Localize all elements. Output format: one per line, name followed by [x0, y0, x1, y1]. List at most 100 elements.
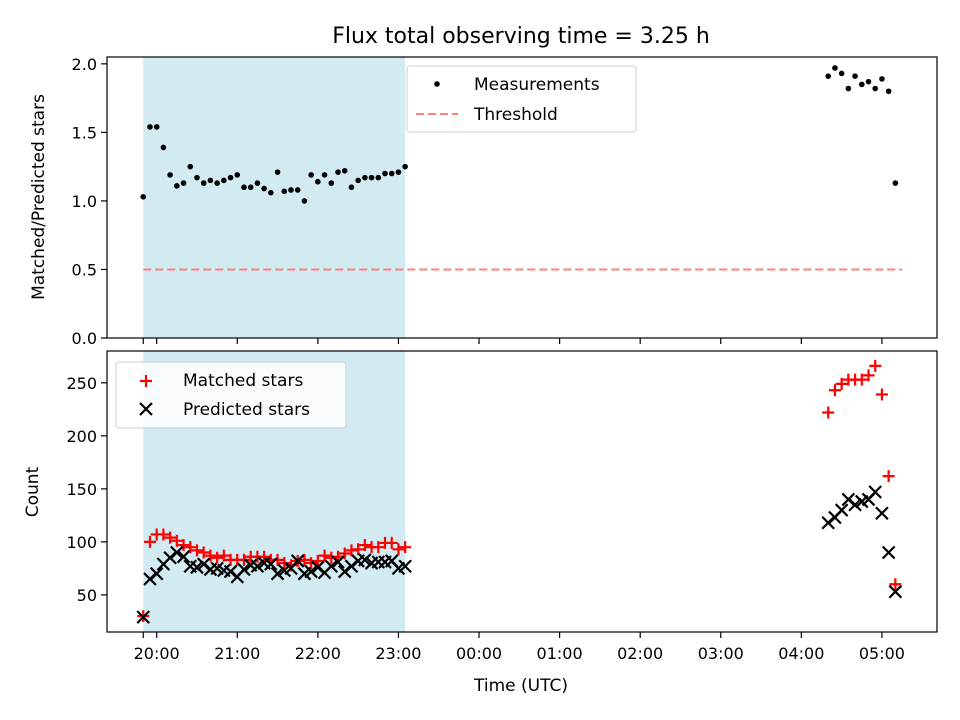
ratio-panel-y-ticks: 0.0 0.5 1.0 1.5 2.0 — [72, 55, 107, 348]
matched-star-marker — [835, 377, 848, 390]
measurement-point — [348, 184, 355, 191]
matched-star-marker — [399, 541, 412, 554]
matched-star-marker — [217, 549, 230, 562]
predicted-star-marker — [324, 559, 339, 574]
matched-star-marker — [298, 553, 311, 566]
x-tick-label: 05:00 — [859, 644, 905, 663]
matched-star-marker — [204, 549, 217, 562]
legend-predicted-marker — [139, 402, 153, 416]
matched-star-marker — [164, 531, 177, 544]
measurement-point — [308, 172, 314, 178]
measurement-point — [301, 198, 308, 204]
matched-star-marker — [318, 549, 331, 562]
count-panel-legend: Matched stars Predicted stars — [115, 361, 347, 429]
measurement-point — [194, 174, 200, 181]
measurement-point — [362, 174, 368, 181]
ratio-panel-x-ticks — [142, 338, 883, 344]
ratio-panel: 0.00.51.01.52.0 Matched/Predicted stars … — [29, 55, 938, 348]
predicted-star-marker — [881, 545, 896, 560]
measurement-point — [180, 180, 187, 186]
matched-star-marker — [882, 470, 895, 483]
predicted-star-marker — [848, 497, 862, 512]
measurement-point — [174, 183, 180, 189]
matched-star-marker — [143, 535, 156, 548]
matched-star-marker — [828, 384, 841, 397]
measurement-point — [281, 188, 288, 195]
ratio-y-tick-label: 1.0 — [72, 192, 97, 211]
measurement-point — [388, 170, 395, 177]
matched-star-marker — [184, 541, 197, 554]
measurement-point — [382, 170, 388, 177]
matched-star-marker — [211, 551, 224, 564]
legend-threshold-label: Threshold — [473, 105, 558, 125]
measurement-point — [234, 172, 241, 178]
matched-star-marker — [862, 369, 875, 382]
predicted-star-marker — [888, 584, 903, 599]
count-panel-frame — [106, 350, 938, 633]
predicted-star-marker — [176, 549, 191, 564]
count-panel-y-label: Count — [23, 466, 43, 517]
count-y-tick-label: 100 — [66, 533, 97, 552]
predicted-star-marker — [190, 560, 204, 575]
predicted-star-marker — [149, 566, 164, 581]
measurement-point — [872, 85, 879, 92]
count-legend-box — [115, 361, 347, 429]
measurement-point — [274, 169, 281, 175]
measurement-point — [375, 174, 382, 181]
measurement-point — [315, 178, 321, 185]
predicted-star-marker — [250, 559, 265, 574]
ratio-y-tick-label: 0.5 — [72, 260, 97, 279]
count-panel-x-ticks: 20:00 21:00 22:00 23:00 00:00 01:00 02:00 03:00… — [134, 632, 905, 663]
matched-star-marker — [855, 373, 868, 386]
measurement-point — [140, 194, 147, 200]
predicted-star-marker — [868, 485, 882, 499]
predicted-star-marker — [237, 562, 251, 577]
count-panel-y-ticks: 50 100 150 200 250 — [66, 374, 107, 605]
measurement-point — [858, 81, 865, 88]
matched-star-marker — [889, 578, 902, 591]
x-tick-label: 03:00 — [698, 644, 744, 663]
ratio-panel-frame — [106, 56, 938, 339]
matched-star-marker — [197, 546, 210, 559]
measurement-point — [838, 70, 845, 77]
matched-star-marker — [875, 388, 888, 401]
predicted-star-marker — [264, 557, 278, 571]
measurement-point — [247, 184, 254, 191]
legend-matched-marker — [140, 375, 152, 387]
measurement-point — [832, 65, 838, 71]
legend-matched-label: Matched stars — [183, 371, 303, 391]
matched-star-marker — [822, 406, 835, 419]
predicted-star-marker — [398, 559, 412, 574]
measurement-point — [321, 172, 328, 178]
measurement-point — [207, 177, 214, 184]
measurement-point — [879, 76, 885, 82]
matched-star-marker — [392, 543, 405, 556]
x-tick-label: 22:00 — [295, 644, 341, 663]
measurement-point — [865, 78, 872, 85]
matched-star-marker — [190, 544, 203, 557]
predicted-star-marker — [331, 555, 345, 569]
measurement-point — [288, 187, 294, 193]
count-y-tick-label: 250 — [66, 374, 97, 393]
measurement-point — [885, 88, 892, 95]
predicted-star-marker — [290, 554, 305, 568]
measurement-point — [147, 124, 153, 130]
legend-predicted-label: Predicted stars — [183, 400, 310, 420]
measurement-point — [845, 85, 852, 92]
measurement-point — [241, 184, 247, 191]
measurement-point — [328, 180, 335, 186]
matched-star-marker — [170, 534, 183, 547]
predicted-star-marker — [170, 545, 184, 560]
predicted-star-marker — [304, 564, 318, 579]
measurement-point — [294, 187, 301, 193]
measurement-point — [402, 163, 408, 170]
measurement-point — [341, 167, 348, 174]
matched-star-marker — [311, 554, 324, 567]
measurement-point — [254, 180, 261, 186]
measurement-point — [395, 169, 402, 175]
ratio-y-tick-label: 2.0 — [72, 55, 97, 74]
count-y-tick-label: 150 — [66, 480, 97, 499]
predicted-star-marker — [875, 506, 889, 521]
measurement-point — [227, 174, 234, 181]
